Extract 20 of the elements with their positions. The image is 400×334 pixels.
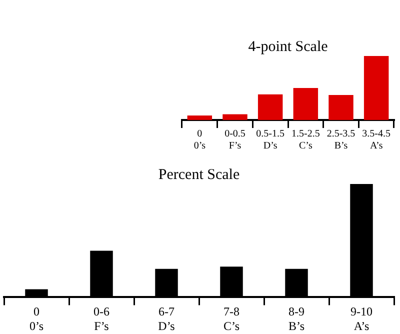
bar xyxy=(293,88,318,120)
x-tick-label: 0-6 F’s xyxy=(94,304,110,333)
x-tick-label: 0 0’s xyxy=(194,128,206,152)
x-tick-label: 0 0’s xyxy=(29,304,44,333)
x-tick-label: 3.5-4.5 A’s xyxy=(362,128,391,152)
bar xyxy=(187,116,212,120)
x-tick-label: 0.5-1.5 D’s xyxy=(256,128,285,152)
bar xyxy=(258,94,283,120)
x-tick-label: 9-10 A’s xyxy=(350,304,372,333)
x-tick-label: 7-8 C’s xyxy=(223,304,240,333)
bar xyxy=(364,56,389,120)
x-tick-label: 8-9 B’s xyxy=(288,304,305,333)
x-tick-label: 1.5-2.5 C’s xyxy=(291,128,320,152)
x-tick-label: 0-0.5 F’s xyxy=(224,128,246,152)
bar xyxy=(328,95,354,120)
chart-title: 4-point Scale xyxy=(248,38,328,55)
bar xyxy=(222,114,248,120)
x-tick-label: 2.5-3.5 B’s xyxy=(326,128,356,152)
chart-title: Percent Scale xyxy=(158,166,240,183)
x-tick-label: 6-7 D’s xyxy=(158,304,176,333)
